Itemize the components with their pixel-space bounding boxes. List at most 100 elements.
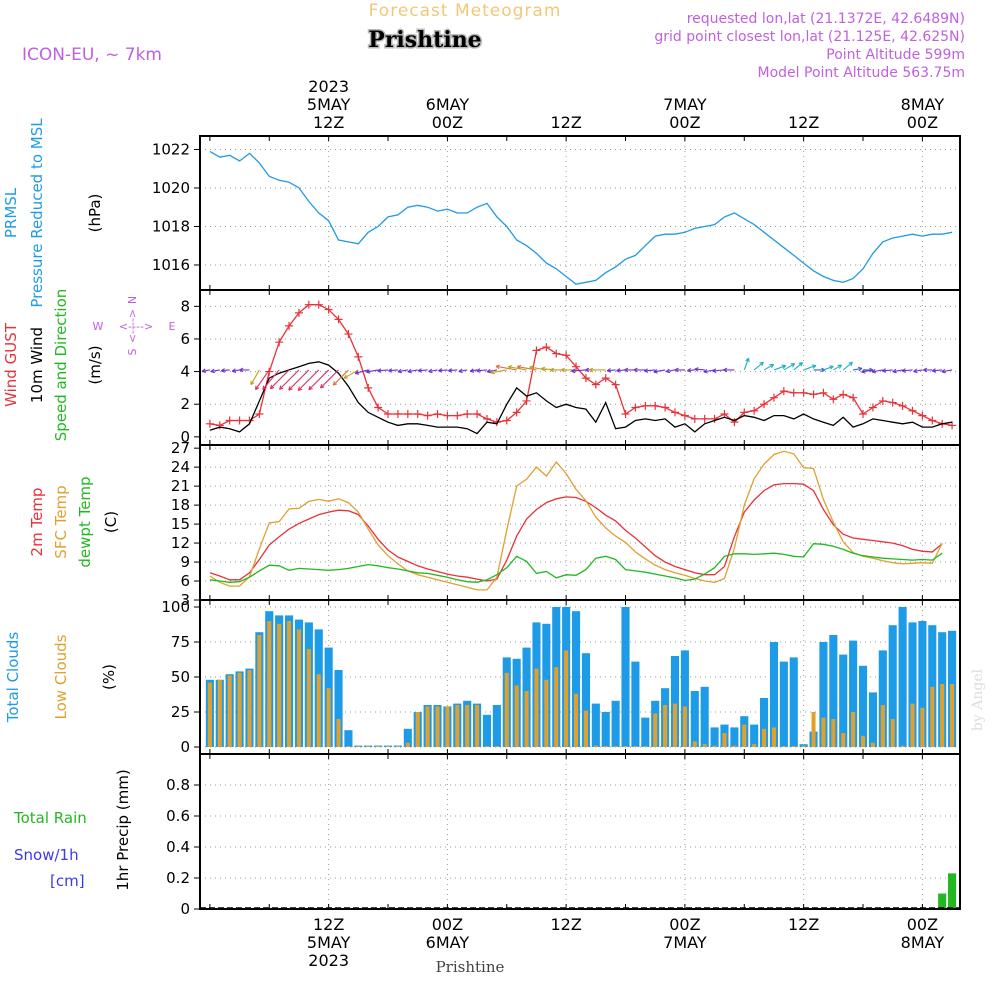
gust-marker — [769, 393, 778, 402]
bar-low-clouds — [415, 712, 420, 747]
gust-marker — [502, 416, 511, 425]
bar-total-clouds — [928, 625, 937, 747]
panel-frame — [199, 444, 961, 601]
ytick-label: 6 — [180, 330, 190, 348]
wind-arrow — [753, 361, 764, 371]
wind-arrow-head — [365, 369, 371, 374]
bar-low-clouds — [900, 745, 905, 747]
wind-arrow — [201, 369, 210, 372]
bar-low-clouds — [336, 719, 341, 747]
wind-arrow — [308, 369, 330, 391]
bar-low-clouds — [722, 733, 727, 747]
gust-marker — [621, 410, 630, 418]
wind-arrow-head — [231, 368, 237, 373]
watermark: by Angel — [970, 668, 986, 731]
bar-total-clouds — [750, 724, 759, 747]
ytick-label: 0.6 — [166, 807, 190, 825]
bar-total-clouds — [621, 607, 630, 747]
wind-arrow-head — [723, 367, 728, 373]
bar-low-clouds — [732, 745, 737, 747]
wind-arrow — [823, 365, 834, 371]
wind-arrow-head — [712, 368, 717, 374]
bar-low-clouds — [633, 746, 638, 747]
wind-arrow — [607, 369, 616, 372]
ytick-label: 2 — [180, 395, 190, 413]
bar-total-clouds — [819, 642, 828, 747]
wind-arrow — [892, 369, 903, 373]
bar-low-clouds — [395, 746, 400, 747]
bar-total-clouds — [601, 712, 610, 747]
gust-marker — [859, 410, 868, 418]
wind-arrow — [486, 369, 497, 373]
wind-arrow — [428, 369, 438, 373]
gust-marker — [829, 395, 838, 404]
wind-arrow-head — [354, 370, 360, 375]
gust-marker — [413, 410, 422, 418]
ytick-label: 9 — [180, 553, 190, 571]
wind-arrow — [355, 369, 369, 374]
bottom-time-label: 12Z — [550, 915, 581, 934]
wind-arrow-head — [901, 368, 906, 373]
wind-arrow-head — [490, 369, 495, 375]
ylabel-line: 1hr Precip (mm) — [114, 769, 132, 890]
bar-total-clouds — [760, 698, 769, 747]
wind-arrow-head — [665, 368, 671, 374]
gust-marker — [591, 380, 600, 389]
wind-arrow-head — [643, 368, 649, 373]
bar-total-clouds — [839, 654, 848, 747]
bar-low-clouds — [227, 675, 232, 747]
wind-arrow-head — [428, 368, 433, 374]
wind-arrow-head — [858, 366, 863, 372]
bar-low-clouds — [950, 684, 955, 747]
wind-arrow-head — [811, 364, 817, 369]
wind-arrow-head — [687, 368, 692, 373]
wind-arrow — [743, 358, 750, 371]
wind-arrow-head — [476, 368, 481, 373]
wind-arrow-head — [469, 368, 475, 373]
bottom-time-label: 6MAY — [426, 933, 470, 952]
wind-arrow-head — [549, 367, 554, 373]
bar-low-clouds — [524, 691, 529, 747]
ylabel-line: 2m Temp — [28, 488, 46, 557]
gust-marker — [275, 338, 284, 347]
bar-low-clouds — [593, 745, 598, 747]
bar-low-clouds — [514, 685, 519, 747]
wind-arrow — [871, 369, 883, 373]
wind-arrow — [653, 369, 666, 373]
wind-arrow — [377, 369, 389, 372]
wind-arrow — [366, 369, 379, 373]
bar-low-clouds — [712, 745, 717, 747]
gust-marker — [473, 410, 482, 418]
bar-low-clouds — [425, 706, 430, 747]
gust-marker — [641, 401, 650, 410]
wind-arrow — [616, 369, 626, 372]
gust-marker — [324, 305, 333, 314]
bar-low-clouds — [791, 746, 796, 747]
wind-arrow-head — [781, 364, 787, 369]
panel-pressure: 1016 1018 1020 1022 PRMSL Pressure Reduced to… — [2, 118, 961, 308]
wind-arrow-head — [388, 368, 393, 373]
gust-marker — [789, 388, 798, 397]
wind-arrow-head — [871, 369, 876, 374]
wind-arrow-head — [448, 368, 453, 373]
gust-marker — [384, 410, 393, 418]
gust-marker — [572, 362, 581, 371]
wind-arrow-head — [585, 367, 590, 373]
wind-arrow-head — [397, 368, 402, 374]
wind-arrow — [332, 369, 349, 386]
bottom-time-label: 00Z — [432, 915, 463, 934]
wind-arrow-head — [653, 369, 658, 374]
ytick-label: 100 — [161, 598, 190, 616]
bar-total-clouds — [581, 653, 590, 747]
gust-marker — [918, 411, 927, 420]
wind-arrow — [255, 369, 270, 390]
bar-low-clouds — [217, 679, 222, 747]
gust-marker — [285, 321, 294, 330]
top-time-label: 00Z — [432, 113, 463, 132]
wind-arrow — [712, 369, 725, 372]
wind-arrow-head — [790, 363, 796, 368]
wind-arrow-head — [798, 362, 804, 367]
wind-arrow — [571, 369, 586, 372]
